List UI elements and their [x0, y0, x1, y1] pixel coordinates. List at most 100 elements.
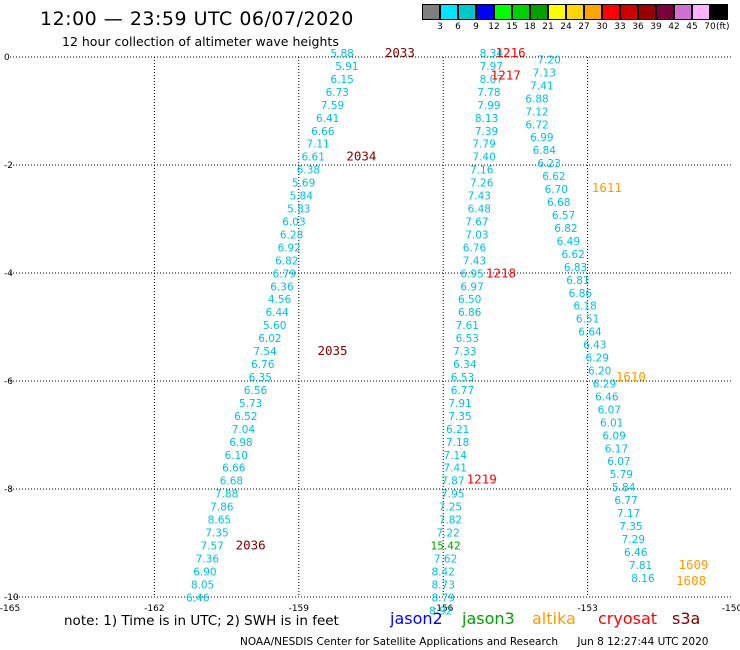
wave-height-point: 6.53 [451, 372, 474, 384]
colorbar-label: 39 [650, 22, 662, 32]
legend-item-cryosat: cryosat [598, 609, 658, 628]
wave-height-point: 5.88 [330, 48, 353, 60]
wave-height-point: 6.43 [583, 340, 606, 352]
wave-height-point: 8.42 [432, 566, 455, 578]
time-label: 1217 [491, 68, 521, 83]
wave-height-point: 6.68 [547, 197, 570, 209]
wave-height-point: 8.07 [480, 74, 503, 86]
colorbar-label: 24 [560, 22, 572, 32]
colorbar-swatch [710, 4, 728, 20]
colorbar-swatch [512, 4, 530, 20]
y-tick-label: 0 [4, 53, 10, 63]
colorbar-swatch [692, 4, 710, 20]
wave-height-point: 7.22 [436, 528, 459, 540]
wave-height-point: 7.59 [321, 100, 344, 112]
wave-height-point: 6.01 [600, 417, 623, 429]
wave-height-point: 6.76 [463, 242, 487, 254]
page-subtitle: 12 hour collection of altimeter wave hei… [62, 34, 339, 49]
colorbar-label: 45 [686, 22, 698, 32]
wave-height-point: 6.84 [533, 145, 557, 157]
wave-height-point: 6.57 [552, 210, 575, 222]
wave-height-point: 7.33 [453, 346, 476, 358]
y-tick-label: -6 [4, 377, 13, 387]
legend-item-jason3: jason3 [462, 609, 515, 628]
wave-height-point: 5.79 [610, 469, 633, 481]
wave-height-point: 8.65 [208, 515, 231, 527]
wave-height-point: 7.35 [205, 528, 228, 540]
time-label: 1218 [486, 265, 516, 280]
wave-height-point: 7.29 [622, 534, 645, 546]
x-tick-label: -153 [577, 604, 597, 614]
colorbar-swatch [620, 4, 638, 20]
time-label: 1610 [616, 369, 646, 384]
wave-height-point: 5.73 [239, 398, 262, 410]
wave-height-point: 7.03 [465, 229, 488, 241]
wave-height-point: 6.72 [525, 119, 548, 131]
wave-height-point: 7.39 [475, 126, 498, 138]
wave-height-point: 6.88 [525, 93, 548, 105]
wave-height-point: 7.40 [472, 152, 495, 164]
colorbar-swatch [422, 4, 440, 20]
x-tick-label: -156 [433, 604, 454, 614]
wave-height-point: 6.51 [576, 314, 599, 326]
wave-height-point: 6.86 [458, 307, 482, 319]
legend-item-altika: altika [532, 609, 576, 628]
colorbar-label: 30 [596, 22, 608, 32]
time-label: 1609 [678, 557, 708, 572]
wave-height-point: 6.83 [564, 262, 587, 274]
wave-height-point: 6.46 [595, 391, 619, 403]
wave-height-point: 5.60 [263, 320, 286, 332]
wave-height-point: 7.17 [617, 508, 640, 520]
wave-height-point: 6.21 [446, 424, 469, 436]
wave-height-point: 8.16 [631, 573, 655, 585]
colorbar-swatch [566, 4, 584, 20]
wave-height-point: 6.52 [234, 411, 257, 423]
wave-height-point: 6.10 [225, 450, 248, 462]
wave-height-point: 6.62 [561, 249, 584, 261]
colorbar-label: 27 [578, 22, 590, 32]
colorbar-swatch [530, 4, 548, 20]
wave-height-point: 7.26 [470, 178, 494, 190]
x-tick-label: -165 [0, 604, 20, 614]
wave-height-point: 6.99 [530, 132, 553, 144]
wave-height-point: 6.29 [586, 353, 609, 365]
wave-height-point: 6.50 [458, 294, 481, 306]
wave-height-point: 7.54 [253, 346, 277, 358]
wave-height-point: 7.12 [525, 106, 548, 118]
wave-height-point: 6.64 [578, 327, 602, 339]
y-tick-label: -2 [4, 161, 13, 171]
wave-height-point: 7.87 [441, 476, 464, 488]
wave-height-point: 7.99 [477, 100, 500, 112]
wave-height-point: 7.16 [470, 165, 494, 177]
wave-height-point: 6.07 [598, 404, 621, 416]
colorbar-label: 33 [614, 22, 626, 32]
wave-height-point: 7.04 [232, 424, 256, 436]
footer-credit: NOAA/NESDIS Center for Satellite Applica… [240, 636, 558, 648]
wave-height-point: 7.36 [196, 553, 220, 565]
wave-height-point: 7.81 [629, 560, 652, 572]
wave-height-point: 6.03 [282, 216, 305, 228]
wave-height-point: 6.09 [602, 430, 625, 442]
wave-height-point: 5.91 [335, 61, 358, 73]
wave-height-point: 6.28 [280, 229, 303, 241]
wave-height-point: 7.41 [530, 80, 553, 92]
wave-height-point: 7.20 [537, 54, 560, 66]
wave-height-point: 7.35 [448, 411, 471, 423]
colorbar-label: 42 [668, 22, 680, 32]
wave-height-point: 7.18 [446, 437, 469, 449]
colorbar-label: 15 [506, 22, 518, 32]
wave-height-point: 6.77 [451, 385, 474, 397]
colorbar-swatch [602, 4, 620, 20]
wave-height-point: 6.18 [573, 301, 596, 313]
wave-height-point: 6.97 [460, 281, 483, 293]
wave-height-point: 6.38 [297, 165, 320, 177]
colorbar-label: 12 [488, 22, 500, 32]
wave-height-point: 5.84 [290, 191, 314, 203]
wave-height-point: 6.53 [456, 333, 479, 345]
wave-height-point: 6.34 [453, 359, 477, 371]
colorbar-swatch [638, 4, 656, 20]
colorbar-swatch [656, 4, 674, 20]
colorbar-swatch [476, 4, 494, 20]
wave-height-point: 7.79 [472, 139, 495, 151]
